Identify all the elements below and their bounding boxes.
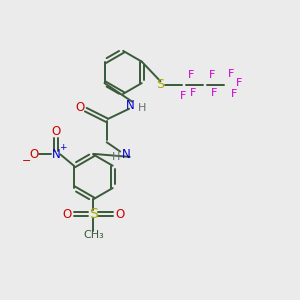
- Text: F: F: [210, 88, 217, 98]
- Text: O: O: [75, 101, 85, 114]
- Text: O: O: [29, 148, 38, 161]
- Text: +: +: [59, 143, 66, 152]
- Text: H: H: [138, 103, 146, 112]
- Text: F: F: [190, 88, 196, 98]
- Text: F: F: [236, 78, 242, 88]
- Text: F: F: [231, 89, 238, 99]
- Text: CH₃: CH₃: [83, 230, 104, 240]
- Text: F: F: [228, 70, 235, 80]
- Text: O: O: [62, 208, 71, 221]
- Text: −: −: [22, 156, 32, 166]
- Text: S: S: [157, 78, 164, 92]
- Text: F: F: [188, 70, 194, 80]
- Text: O: O: [51, 125, 61, 138]
- Text: H: H: [112, 152, 120, 163]
- Text: S: S: [89, 207, 98, 221]
- Text: O: O: [115, 208, 124, 221]
- Text: N: N: [122, 148, 130, 161]
- Text: N: N: [126, 99, 135, 112]
- Text: N: N: [52, 148, 60, 161]
- Text: F: F: [208, 70, 215, 80]
- Text: F: F: [180, 91, 186, 101]
